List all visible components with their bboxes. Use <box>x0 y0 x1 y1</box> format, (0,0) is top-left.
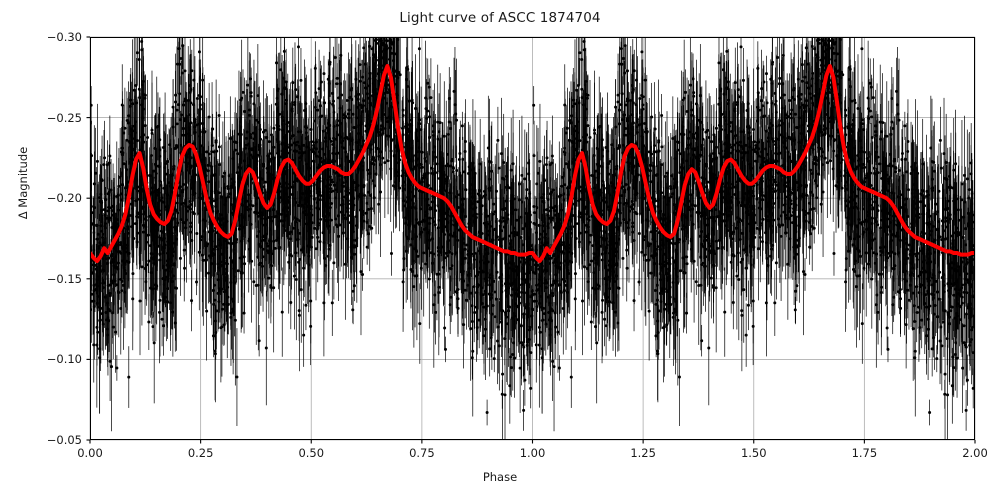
x-tick-label: 1.75 <box>851 446 878 460</box>
page-title: Light curve of ASCC 1874704 <box>399 10 601 26</box>
y-tick-label: −0.10 <box>46 352 82 367</box>
x-tick-label: 1.50 <box>740 446 767 460</box>
plot-frame <box>90 37 975 440</box>
y-tick-label: −0.05 <box>46 433 82 447</box>
y-tick-label: −0.30 <box>46 30 82 44</box>
x-tick-label: 2.00 <box>962 446 988 460</box>
y-tick-label: −0.15 <box>46 271 82 286</box>
x-tick-label: 0.75 <box>409 446 435 460</box>
y-tick-label: −0.25 <box>46 110 82 125</box>
x-tick-label: 0.00 <box>77 446 103 460</box>
y-tick-label: −0.20 <box>46 191 82 206</box>
x-tick-label: 0.25 <box>187 446 214 460</box>
x-tick-label: 1.00 <box>519 446 546 460</box>
y-axis-label: Δ Magnitude <box>16 146 30 220</box>
x-tick-label: 0.50 <box>298 446 325 460</box>
x-tick-label: 1.25 <box>630 446 656 460</box>
x-axis-label: Phase <box>482 470 518 484</box>
